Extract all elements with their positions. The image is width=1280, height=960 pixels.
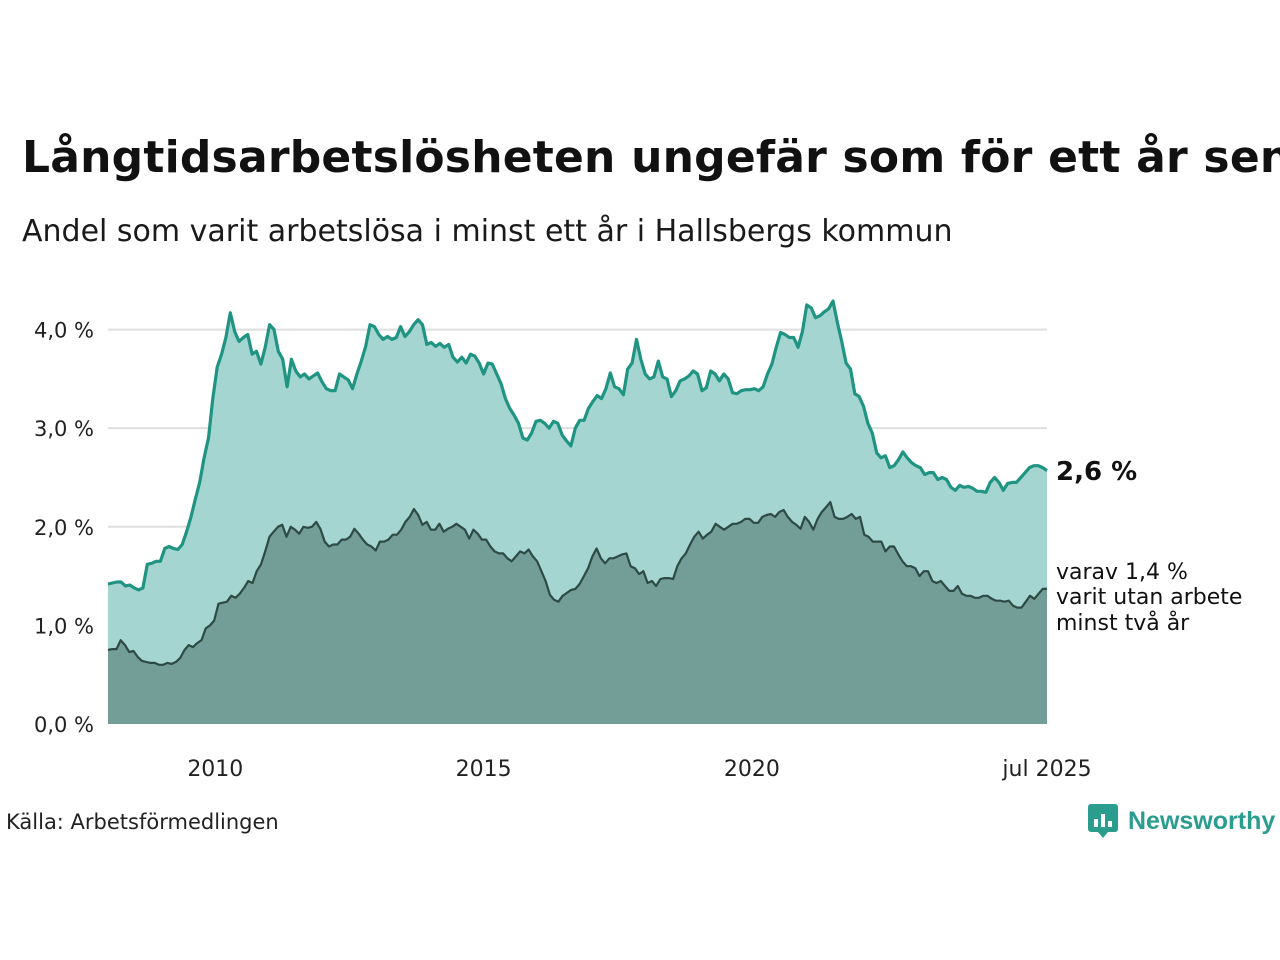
newsworthy-icon: [1088, 804, 1118, 838]
series-1-line: [107, 299, 1048, 592]
series-2-line: [107, 501, 1047, 666]
end-label-sub-line-1: varav 1,4 %: [1056, 560, 1188, 585]
newsworthy-logo[interactable]: Newsworthy: [1088, 804, 1275, 838]
x-tick-label: 2010: [187, 757, 243, 782]
y-tick-label: 2,0 %: [34, 516, 94, 540]
y-axis-ticks: 0,0 % 1,0 % 2,0 % 3,0 % 4,0 %: [34, 319, 94, 737]
end-label-sub-line-3: minst två år: [1056, 610, 1190, 636]
x-tick-label: jul 2025: [1001, 757, 1091, 782]
x-tick-label: 2020: [724, 757, 780, 782]
x-axis-ticks: 2010 2015 2020 jul 2025: [187, 757, 1091, 782]
y-tick-label: 1,0 %: [34, 614, 94, 638]
end-labels: 2,6 % varav 1,4 % varit utan arbete mins…: [1056, 457, 1242, 636]
chart-subtitle: Andel som varit arbetslösa i minst ett å…: [22, 214, 953, 249]
chart-title: Långtidsarbetslösheten ungefär som för e…: [22, 132, 1280, 183]
series-2-area: [108, 502, 1047, 724]
end-label-sub-line-2: varit utan arbete: [1056, 585, 1242, 610]
y-tick-label: 4,0 %: [34, 319, 94, 343]
end-label-total: 2,6 %: [1056, 457, 1137, 487]
area-series: [107, 299, 1048, 724]
source-note: Källa: Arbetsförmedlingen: [6, 810, 279, 834]
x-tick-label: 2015: [456, 757, 512, 782]
brand-name: Newsworthy: [1128, 806, 1276, 835]
y-tick-label: 3,0 %: [34, 417, 94, 441]
y-tick-label: 0,0 %: [34, 713, 94, 737]
